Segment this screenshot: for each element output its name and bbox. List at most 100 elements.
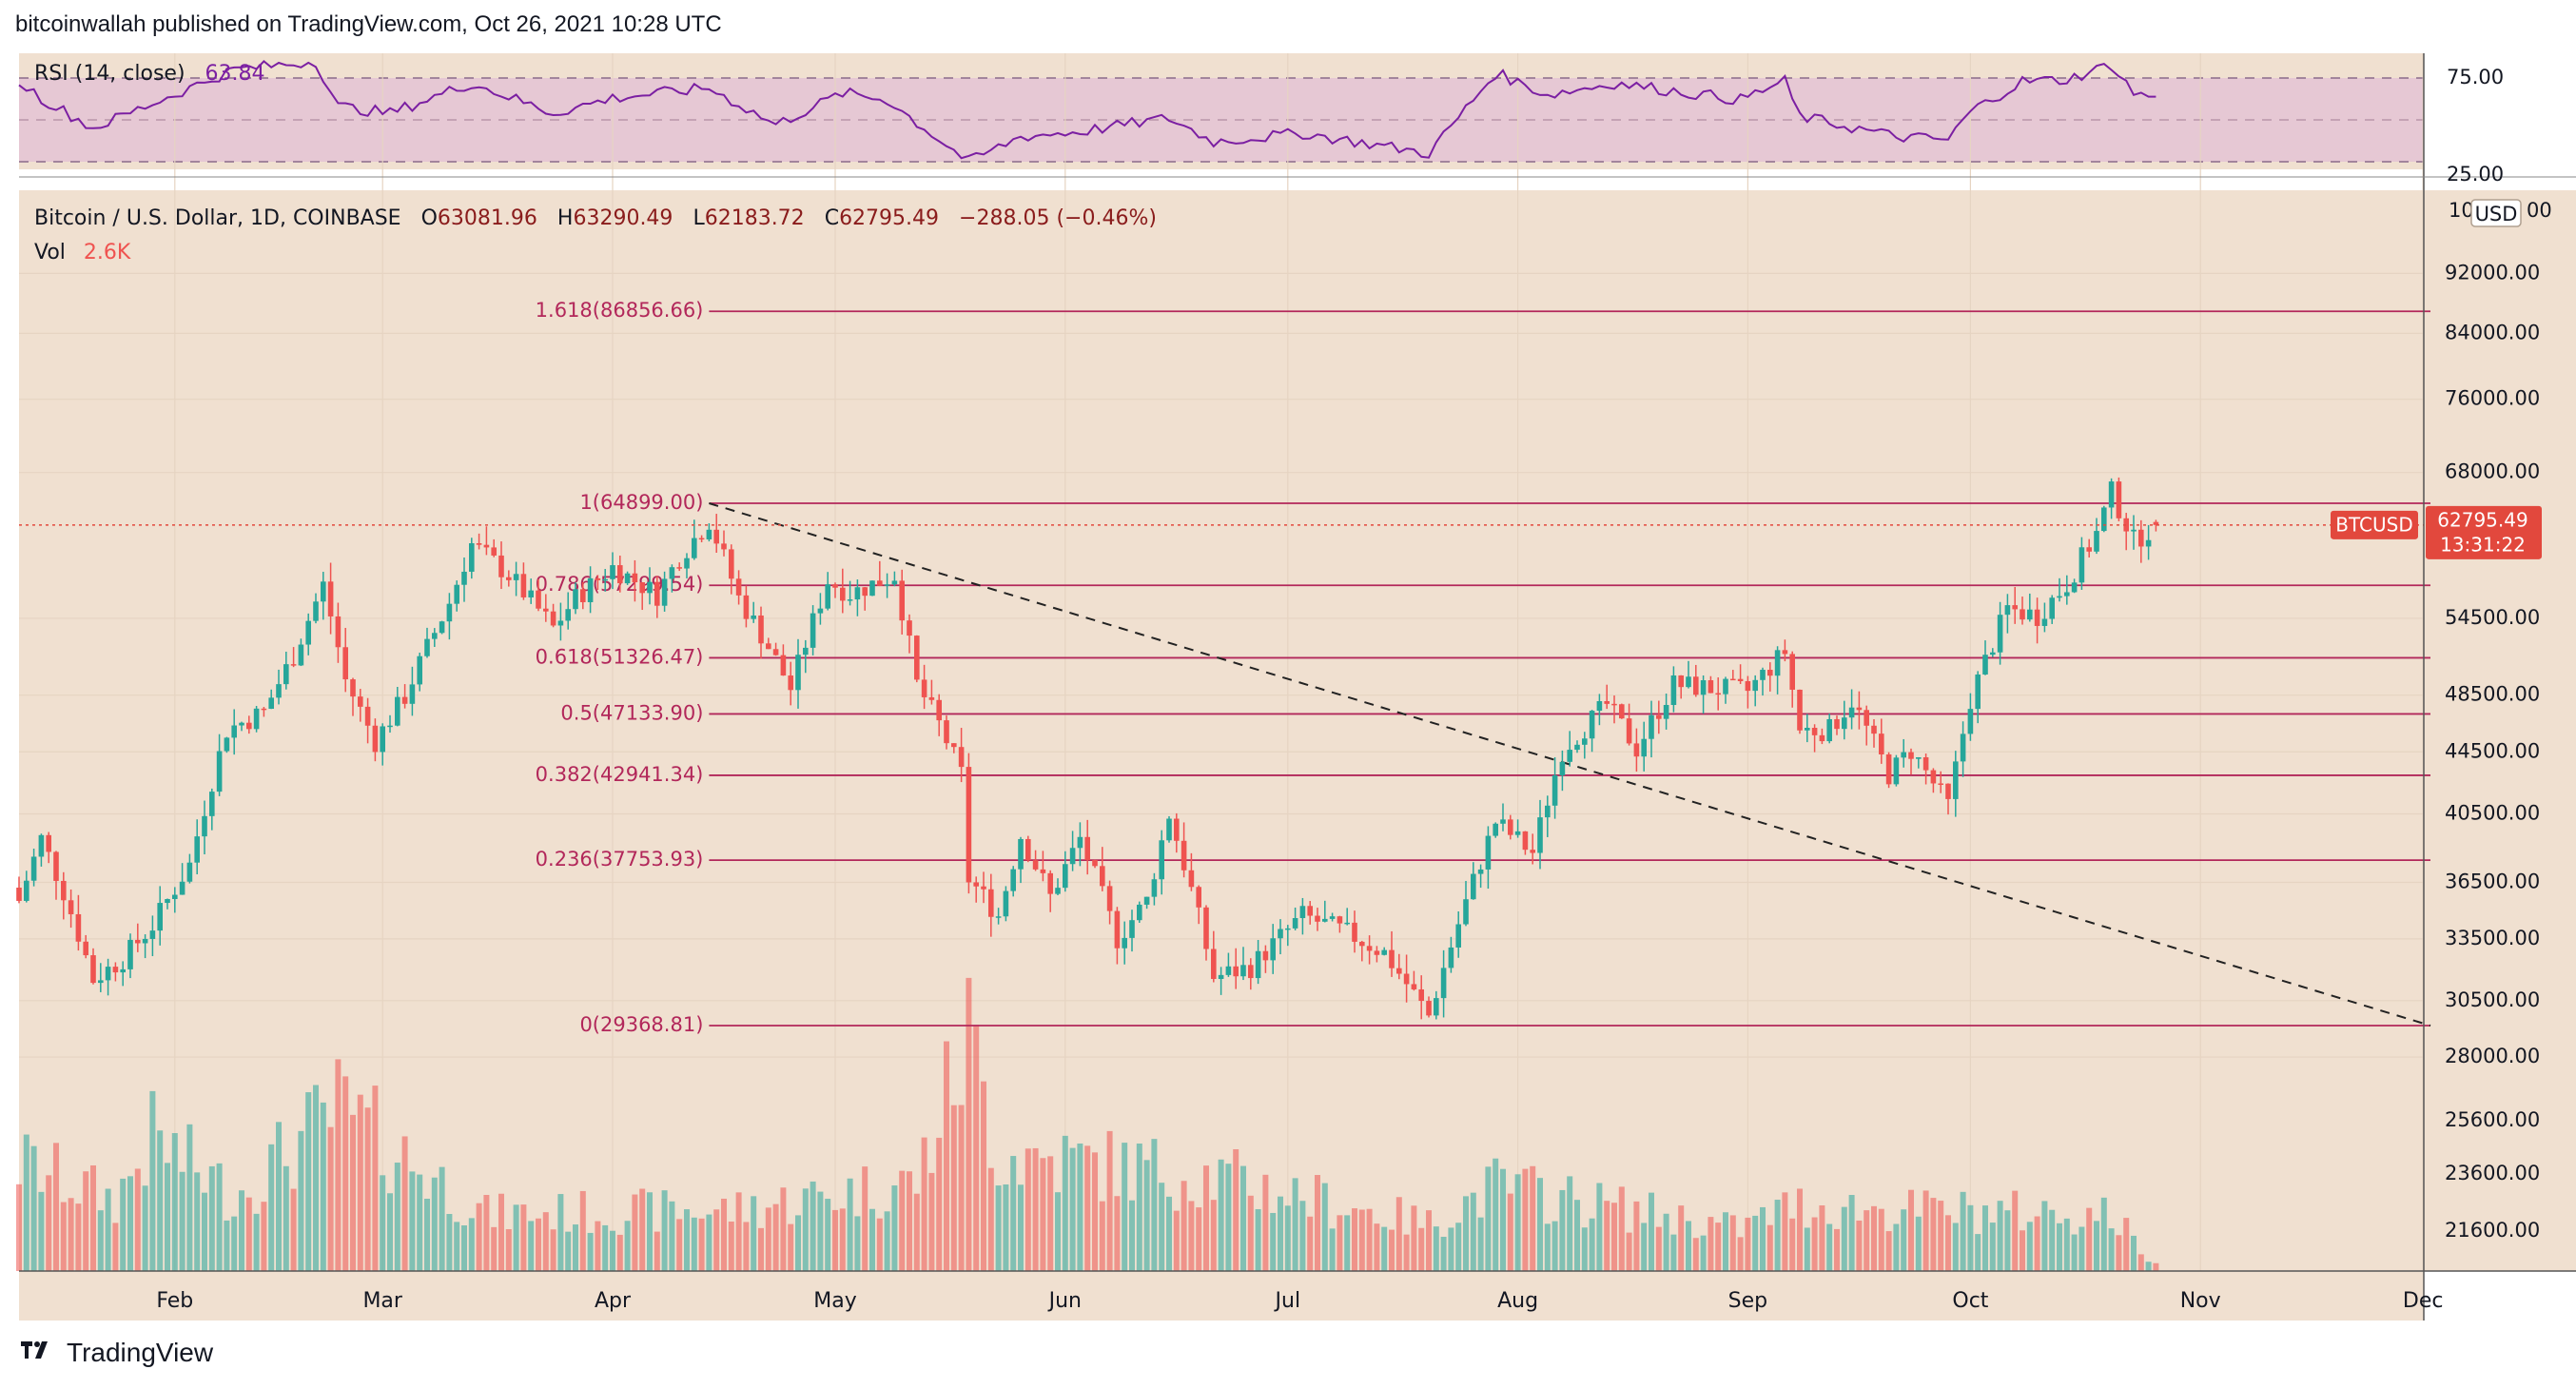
volume-bar	[891, 1185, 898, 1271]
candle-body	[862, 587, 868, 597]
candle-body	[1589, 711, 1595, 739]
rsi-lower-label: 25.00	[2447, 163, 2504, 186]
volume-bar	[1366, 1208, 1373, 1271]
volume-bar	[765, 1207, 771, 1271]
volume-bar	[476, 1203, 482, 1271]
volume-bar	[305, 1092, 312, 1271]
candle-body	[1143, 896, 1150, 905]
rsi-legend: RSI (14, close) 63.84	[34, 62, 265, 86]
volume-bar	[1596, 1183, 1603, 1271]
volume-bar	[1864, 1210, 1870, 1271]
candle-body	[1663, 705, 1669, 719]
candle-body	[1389, 949, 1395, 968]
volume-bar	[2057, 1223, 2062, 1271]
candle-body	[899, 580, 905, 621]
candle-body	[261, 708, 267, 711]
volume-bar	[112, 1223, 119, 1271]
open-label: O	[421, 206, 438, 230]
candle-body	[1025, 838, 1031, 861]
candle-body	[1582, 738, 1588, 745]
candle-body	[321, 581, 326, 602]
time-tick-label: Apr	[595, 1289, 632, 1313]
candle-body	[506, 577, 512, 580]
candle-body	[335, 616, 342, 648]
volume-bar	[1915, 1216, 1922, 1271]
price-axis-ticks: 92000.00 84000.00 76000.00 68000.00 54500.00…	[2445, 261, 2540, 1242]
volume-bar	[1315, 1175, 1320, 1271]
currency-button-label: USD	[2475, 203, 2518, 225]
price-axis-bg[interactable]	[2424, 190, 2576, 1271]
candle-body	[1374, 950, 1380, 955]
volume-bar	[68, 1198, 74, 1271]
candle-body	[461, 571, 467, 585]
publish-info: bitcoinwallah published on TradingView.c…	[15, 11, 722, 37]
candle-body	[1871, 725, 1877, 734]
candle-body	[1337, 916, 1343, 924]
volume-bar	[1745, 1217, 1751, 1271]
candle-body	[573, 589, 578, 610]
candle-body	[38, 834, 45, 857]
volume-bar	[446, 1213, 453, 1271]
volume-bar	[691, 1217, 697, 1271]
candle-body	[1114, 910, 1121, 949]
currency-button[interactable]	[2470, 199, 2522, 227]
candle-body	[439, 621, 445, 634]
price-axis-unit-prefix: 10	[2449, 199, 2474, 222]
candle-body	[1982, 655, 1988, 675]
candle-body	[1551, 774, 1558, 806]
fibonacci-retracement[interactable]: 1.618(86856.66)1(64899.00)0.786(57299.54…	[536, 299, 2430, 1036]
volume-bar	[409, 1171, 416, 1271]
rsi-legend-value: 63.84	[205, 62, 265, 86]
candle-body	[1633, 743, 1640, 757]
volume-bar	[728, 1222, 734, 1271]
candle-body	[1448, 947, 1454, 968]
candle-body	[1967, 709, 1974, 734]
volume-bar	[120, 1178, 127, 1271]
candle-body	[1723, 678, 1728, 694]
volume-bar	[1663, 1213, 1669, 1271]
volume-bar	[721, 1198, 727, 1271]
volume-bar	[1196, 1207, 1202, 1271]
price-axis-unit-suffix: 00	[2527, 199, 2552, 222]
time-tick-label: May	[813, 1289, 856, 1313]
volume-bar	[1715, 1223, 1722, 1271]
candle-body	[1922, 756, 1929, 771]
time-axis-bg[interactable]	[19, 1271, 2424, 1321]
candle-body	[2153, 521, 2159, 525]
volume-bar	[394, 1163, 400, 1271]
candle-body	[68, 900, 74, 914]
candle-body	[409, 684, 416, 704]
candle-body	[61, 880, 67, 901]
fib-level-label: 1.618(86856.66)	[536, 299, 704, 322]
candle-body	[1559, 761, 1566, 775]
volume-bar	[2041, 1201, 2048, 1271]
volume-bar	[1618, 1186, 1625, 1271]
fib-level-label: 0.5(47133.90)	[560, 701, 703, 724]
price-tick-label: 68000.00	[2445, 460, 2540, 483]
candle-body	[1879, 734, 1884, 754]
candle-body	[528, 590, 534, 597]
volume-bar	[1418, 1227, 1425, 1271]
volume-bar	[1885, 1231, 1892, 1271]
candle-body	[610, 565, 615, 579]
candle-body	[1211, 949, 1217, 980]
candle-body	[1514, 831, 1521, 835]
volume-bar	[832, 1209, 838, 1271]
volume-bar	[1670, 1234, 1677, 1271]
candle-body	[676, 567, 682, 569]
candle-body	[966, 767, 972, 883]
candle-body	[803, 647, 809, 655]
btcusd-chart[interactable]: 1.618(86856.66)1(64899.00)0.786(57299.54…	[0, 0, 2576, 1332]
volume-bar	[2071, 1234, 2078, 1271]
price-pane[interactable]	[19, 190, 2424, 1271]
volume-bar	[1270, 1212, 1277, 1271]
brand-name: TradingView	[67, 1338, 214, 1367]
candle-body	[692, 538, 697, 558]
volume-value: 2.6K	[84, 241, 131, 264]
candle-body	[1819, 734, 1825, 742]
candle-body	[186, 862, 193, 882]
candle-body	[342, 647, 348, 680]
volume-bar	[1982, 1205, 1988, 1271]
candle-body	[647, 581, 653, 594]
candle-body	[958, 747, 965, 768]
